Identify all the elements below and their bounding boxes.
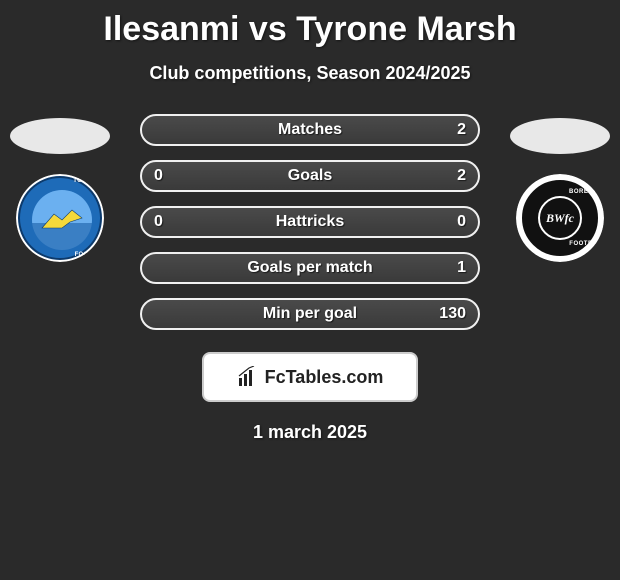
stats-list: Matches 2 0 Goals 2 0 Hattricks 0 Goals …	[140, 114, 480, 330]
player-right-avatar-oval	[510, 118, 610, 154]
stat-row-hattricks: 0 Hattricks 0	[140, 206, 480, 238]
bw-text-top: BOREHAM WOOD	[560, 189, 604, 195]
stat-row-min-per-goal: Min per goal 130	[140, 298, 480, 330]
chart-icon	[237, 366, 259, 388]
stat-row-goals-per-match: Goals per match 1	[140, 252, 480, 284]
stat-label: Matches	[278, 121, 342, 139]
stat-label: Min per goal	[263, 305, 357, 323]
comparison-content: TORQUAY UNITED FOOTBALL CLUB BOREHAM WOO…	[0, 114, 620, 443]
stat-right-value: 130	[439, 305, 466, 323]
watermark-box: FcTables.com	[202, 352, 418, 402]
bw-center: BWfc	[538, 196, 582, 240]
page-title: Ilesanmi vs Tyrone Marsh	[0, 0, 620, 49]
player-left-avatar-oval	[10, 118, 110, 154]
borehamwood-badge: BOREHAM WOOD FOOTBALL CLUB BWfc	[516, 174, 604, 262]
torquay-badge: TORQUAY UNITED FOOTBALL CLUB	[16, 174, 104, 262]
stat-label: Goals	[288, 167, 332, 185]
subtitle: Club competitions, Season 2024/2025	[0, 63, 620, 84]
stat-label: Hattricks	[276, 213, 344, 231]
stat-left-value: 0	[154, 213, 163, 231]
stat-right-value: 2	[457, 121, 466, 139]
stat-row-matches: Matches 2	[140, 114, 480, 146]
player-right-club-badge: BOREHAM WOOD FOOTBALL CLUB BWfc	[516, 174, 604, 262]
stat-row-goals: 0 Goals 2	[140, 160, 480, 192]
torquay-inner	[32, 190, 92, 250]
watermark-text: FcTables.com	[265, 367, 384, 388]
stat-right-value: 2	[457, 167, 466, 185]
date-text: 1 march 2025	[0, 422, 620, 443]
bw-script: BWfc	[546, 211, 574, 226]
stat-right-value: 0	[457, 213, 466, 231]
gull-icon	[40, 208, 84, 232]
torquay-text-top: TORQUAY UNITED	[60, 178, 104, 184]
torquay-text-bottom: FOOTBALL CLUB	[60, 252, 104, 258]
bw-text-bottom: FOOTBALL CLUB	[560, 241, 604, 247]
player-left-club-badge: TORQUAY UNITED FOOTBALL CLUB	[16, 174, 104, 262]
stat-right-value: 1	[457, 259, 466, 277]
stat-label: Goals per match	[247, 259, 372, 277]
stat-left-value: 0	[154, 167, 163, 185]
